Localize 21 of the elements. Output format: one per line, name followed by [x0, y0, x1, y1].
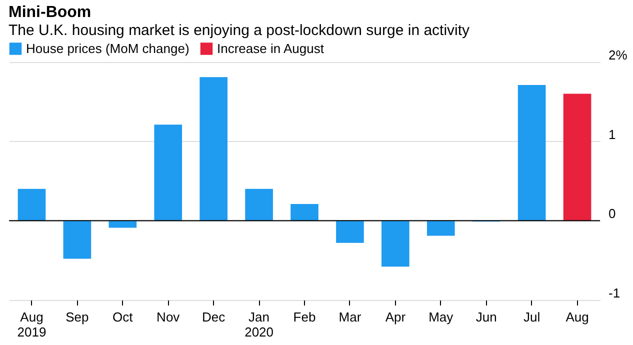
x-tick-label: Jul: [523, 310, 540, 324]
x-tick-label: Sep: [66, 310, 89, 324]
x-tick-label: Mar: [338, 310, 362, 324]
x-tick-label: Aug: [566, 310, 589, 324]
x-tick-label: May: [428, 310, 454, 324]
y-tick-label: 1: [608, 126, 616, 142]
x-tick-label: Feb: [293, 310, 316, 324]
chart-title: Mini-Boom: [8, 4, 92, 21]
x-tick-label: Jun: [476, 310, 497, 324]
chart-subtitle: The U.K. housing market is enjoying a post-lockdown surge in activity: [8, 22, 470, 39]
x-tick-label: Apr: [385, 310, 406, 324]
x-tick-label: Jan 2020: [244, 310, 274, 340]
y-tick-label: -1: [608, 286, 620, 300]
x-tick-label: Nov: [156, 310, 180, 324]
y-tick-label: 0: [608, 206, 616, 222]
y-tick-label: 2%: [608, 48, 628, 62]
x-tick-label: Oct: [112, 310, 134, 324]
x-tick-label: Dec: [202, 310, 226, 324]
legend-label: Increase in August: [217, 40, 324, 56]
x-tick-label: Aug 2019: [17, 310, 46, 340]
legend-label: House prices (MoM change): [26, 40, 190, 56]
